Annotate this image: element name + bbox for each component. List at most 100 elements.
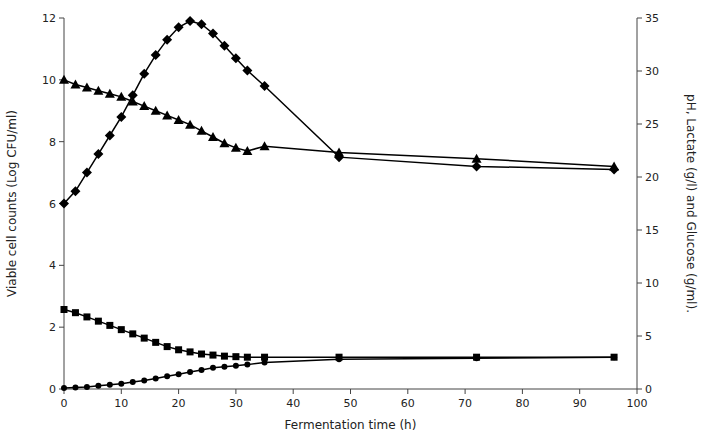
- point-triangle: [151, 106, 161, 115]
- point-circle: [61, 385, 67, 391]
- y-tick-label: 0: [49, 383, 56, 396]
- point-circle: [107, 382, 113, 388]
- series-triangle: [59, 75, 619, 171]
- x-tick-label: 60: [401, 397, 415, 410]
- point-diamond: [59, 199, 69, 209]
- point-circle: [72, 384, 78, 390]
- point-triangle: [242, 146, 252, 155]
- y2-tick: [637, 230, 642, 231]
- series-line: [64, 80, 614, 167]
- y2-tick-label: 20: [645, 171, 659, 184]
- point-diamond: [139, 69, 149, 79]
- point-square: [221, 353, 228, 360]
- y2-tick-label: 10: [645, 277, 659, 290]
- x-tick-label: 90: [573, 397, 587, 410]
- x-axis-label: Fermentation time (h): [285, 418, 417, 432]
- point-triangle: [93, 86, 103, 95]
- point-diamond: [105, 130, 115, 140]
- point-circle: [474, 355, 480, 361]
- point-square: [198, 351, 205, 358]
- y-tick-label: 6: [49, 198, 56, 211]
- y-tick-label: 2: [49, 321, 56, 334]
- chart: 0102030405060708090100024681012051015202…: [0, 0, 701, 441]
- point-square: [152, 339, 159, 346]
- point-triangle: [472, 154, 482, 163]
- point-triangle: [231, 143, 241, 152]
- point-circle: [164, 373, 170, 379]
- y2-tick-label: 15: [645, 224, 659, 237]
- point-triangle: [116, 92, 126, 101]
- y-tick: [59, 18, 64, 19]
- point-circle: [233, 363, 239, 369]
- point-square: [611, 354, 618, 361]
- series-line: [64, 21, 614, 203]
- point-square: [95, 318, 102, 325]
- x-tick: [350, 389, 351, 394]
- y-tick: [59, 327, 64, 328]
- y2-axis-label: pH, Lactate (g/l) and Glucose (g/ml).: [684, 94, 698, 313]
- point-circle: [336, 356, 342, 362]
- point-diamond: [197, 19, 207, 29]
- y-tick-label: 12: [42, 12, 56, 25]
- point-square: [244, 354, 251, 361]
- point-square: [118, 326, 125, 333]
- x-tick-label: 50: [344, 397, 358, 410]
- x-tick-label: 70: [458, 397, 472, 410]
- point-circle: [187, 369, 193, 375]
- point-triangle: [128, 96, 138, 105]
- point-triangle: [105, 89, 115, 98]
- point-triangle: [208, 132, 218, 141]
- x-tick: [407, 389, 408, 394]
- point-circle: [118, 381, 124, 387]
- x-tick-label: 10: [114, 397, 128, 410]
- x-tick-label: 40: [286, 397, 300, 410]
- point-triangle: [219, 138, 229, 147]
- point-square: [232, 353, 239, 360]
- point-circle: [244, 362, 250, 368]
- point-triangle: [139, 101, 149, 110]
- x-tick-label: 30: [229, 397, 243, 410]
- y2-tick: [637, 389, 642, 390]
- x-tick: [235, 389, 236, 394]
- point-square: [175, 346, 182, 353]
- point-circle: [130, 379, 136, 385]
- axes: 0102030405060708090100024681012051015202…: [42, 12, 659, 410]
- point-square: [209, 352, 216, 359]
- y2-axis-line: [637, 18, 638, 389]
- point-diamond: [93, 149, 103, 159]
- point-triangle: [185, 120, 195, 129]
- y2-tick: [637, 336, 642, 337]
- point-diamond: [185, 16, 195, 26]
- x-tick-label: 0: [61, 397, 68, 410]
- y2-tick-label: 35: [645, 12, 659, 25]
- point-triangle: [260, 141, 270, 150]
- point-triangle: [197, 126, 207, 135]
- point-triangle: [334, 147, 344, 156]
- series-circle: [61, 354, 617, 391]
- point-triangle: [70, 79, 80, 88]
- y2-tick: [637, 18, 642, 19]
- point-triangle: [162, 110, 172, 119]
- x-tick: [465, 389, 466, 394]
- y-tick: [59, 265, 64, 266]
- y2-tick: [637, 71, 642, 72]
- point-diamond: [260, 81, 270, 91]
- y-tick-label: 8: [49, 136, 56, 149]
- y2-tick: [637, 283, 642, 284]
- series-line: [64, 310, 614, 358]
- point-diamond: [70, 186, 80, 196]
- y2-tick-label: 0: [645, 383, 652, 396]
- point-triangle: [174, 115, 184, 124]
- point-square: [473, 354, 480, 361]
- point-square: [83, 313, 90, 320]
- point-diamond: [116, 112, 126, 122]
- point-diamond: [219, 41, 229, 51]
- point-diamond: [472, 161, 482, 171]
- x-tick: [121, 389, 122, 394]
- point-diamond: [231, 53, 241, 63]
- y2-tick-label: 30: [645, 65, 659, 78]
- point-diamond: [162, 35, 172, 45]
- y2-tick-label: 25: [645, 118, 659, 131]
- y2-tick: [637, 124, 642, 125]
- point-square: [187, 348, 194, 355]
